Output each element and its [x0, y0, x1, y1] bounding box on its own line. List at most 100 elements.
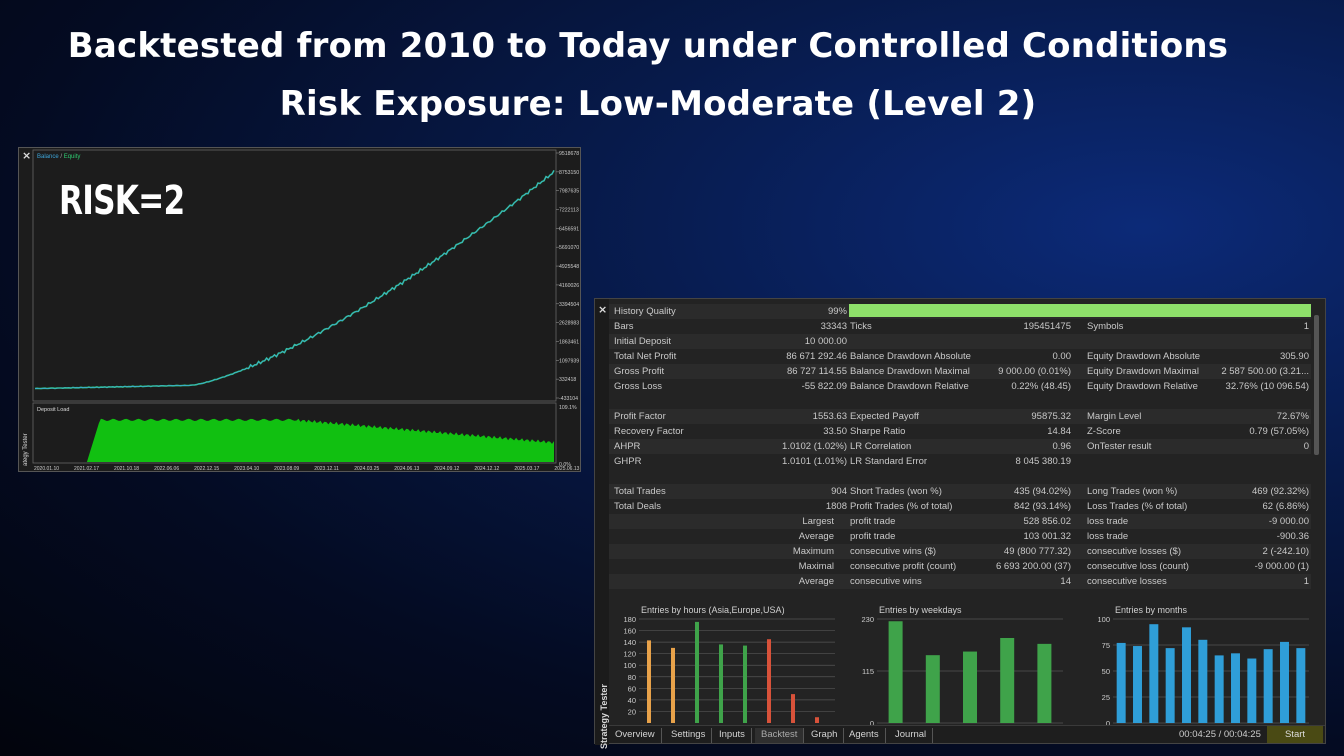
stat-label: Balance Drawdown Relative	[850, 381, 969, 392]
stat-value: 0.79 (57.05%)	[1249, 426, 1309, 437]
stat-label: Balance Drawdown Maximal	[850, 366, 970, 377]
stat-value: -900.36	[1276, 531, 1309, 542]
y-tick-label: 0	[1106, 719, 1110, 727]
bar	[1198, 639, 1208, 723]
stat-value: 195451475	[1023, 321, 1071, 332]
history-quality-bar	[849, 304, 1311, 317]
stat-value: 95875.32	[1031, 411, 1071, 422]
stat-value: 62 (6.86%)	[1262, 501, 1309, 512]
stat-label: Total Net Profit	[614, 351, 677, 362]
x-tick-label: 2023.12.11	[314, 466, 339, 472]
x-tick-label: 2025.03.17	[514, 466, 539, 472]
stat-value: 6 693 200.00 (37)	[995, 561, 1071, 572]
stat-label: consecutive profit (count)	[850, 561, 957, 572]
x-tick-label: 2025.06.13	[554, 466, 579, 472]
bar	[1133, 646, 1142, 723]
stat-label: Profit Factor	[614, 411, 666, 422]
bar	[791, 694, 795, 723]
close-icon[interactable]: ×	[22, 149, 32, 162]
stat-value: 33.50	[823, 426, 847, 437]
stat-label: LR Standard Error	[850, 456, 928, 467]
stat-label: Average	[798, 531, 834, 542]
entries-by-weekdays-chart: Entries by weekdays 230 115 0	[857, 603, 1069, 727]
stat-label: AHPR	[614, 441, 641, 452]
stat-value: 14	[1060, 576, 1071, 587]
history-quality-value: 99%	[827, 306, 847, 317]
stat-value: 33343	[820, 321, 847, 332]
y-tick-label: 100	[623, 661, 636, 670]
x-tick-label: 2023.08.09	[274, 466, 299, 472]
x-tick-label: 2023.04.10	[234, 466, 259, 472]
stat-value: 9 000.00 (0.01%)	[998, 366, 1071, 377]
y-tick-label: 4160026	[559, 283, 579, 289]
stat-label: consecutive losses	[1087, 576, 1167, 587]
mini-chart-title: Entries by hours (Asia,Europe,USA)	[641, 605, 785, 615]
y-tick-label: 115	[862, 667, 874, 676]
spacer-row	[609, 589, 1311, 604]
scrollbar[interactable]	[1314, 315, 1319, 455]
stat-label: Expected Payoff	[850, 411, 920, 422]
stat-label: Profit Trades (% of total)	[850, 501, 953, 512]
close-icon[interactable]: ×	[598, 303, 608, 316]
equity-chart-window: Balance / Equity Deposit Load 9518678 87531…	[18, 147, 581, 472]
x-tick-label: 2021.10.18	[114, 466, 139, 472]
stat-value: -9 000.00	[1268, 516, 1309, 527]
bar	[1214, 655, 1224, 723]
stat-label: Total Deals	[614, 501, 661, 512]
bar	[1280, 641, 1289, 723]
y-tick-label: 80	[628, 673, 636, 682]
y-tick-label: 25	[1102, 693, 1110, 702]
bar	[815, 717, 819, 723]
stat-row: Maximum consecutive wins ($) 49 (800 777.3…	[609, 544, 1311, 559]
stat-value: 72.67%	[1276, 411, 1309, 422]
stat-label: Margin Level	[1087, 411, 1142, 422]
equity-chart: Balance / Equity Deposit Load 9518678 87531…	[23, 149, 580, 472]
stat-row: Profit Factor 1553.63 Expected Payoff 95875…	[609, 409, 1311, 424]
strategy-tester-side-tab[interactable]: × Strategy Tester	[595, 299, 609, 749]
stat-label: Sharpe Ratio	[850, 426, 906, 437]
stat-row: Largest profit trade 528 856.02 loss trade -…	[609, 514, 1311, 529]
y-tick-label: 8753150	[559, 170, 579, 176]
stat-value: 1553.63	[812, 411, 847, 422]
bar	[1247, 658, 1257, 723]
y-tick-label: 9518678	[559, 151, 579, 157]
stat-value: 2 587 500.00 (3.21...	[1221, 366, 1309, 377]
start-button[interactable]: Start	[1267, 726, 1323, 743]
tab-settings[interactable]: Settings	[665, 728, 713, 743]
y-tick-label: 160	[623, 627, 636, 636]
tab-agents[interactable]: Agents	[843, 728, 886, 743]
risk-overlay-label: RISK=2	[59, 178, 185, 224]
mini-chart-title: Entries by weekdays	[879, 605, 962, 615]
y-tick-label: 20	[628, 707, 636, 716]
tab-graph[interactable]: Graph	[805, 728, 845, 743]
stat-label: Balance Drawdown Absolute	[850, 351, 971, 362]
stat-value: 49 (800 777.32)	[1003, 546, 1071, 557]
y-tick-label: 3394504	[559, 302, 579, 308]
bar	[925, 655, 940, 723]
x-tick-label: 2024.06.13	[394, 466, 419, 472]
stat-value: 103 001.32	[1023, 531, 1071, 542]
stat-value: 0.96	[1052, 441, 1072, 452]
stat-label: OnTester result	[1087, 441, 1152, 452]
stat-label: loss trade	[1087, 516, 1129, 527]
load-tick-label: 0.0%	[559, 462, 571, 468]
stat-value: 1	[1303, 321, 1309, 332]
tab-inputs[interactable]: Inputs	[713, 728, 752, 743]
spacer-row	[609, 469, 1311, 484]
y-tick-label: 4925548	[559, 264, 579, 270]
bar	[1149, 624, 1159, 723]
mini-chart-plot: 230 115 0	[861, 615, 1063, 727]
stat-label: Average	[798, 576, 834, 587]
deposit-load-label: Deposit Load	[37, 407, 69, 413]
x-tick-label: 2024.03.25	[354, 466, 379, 472]
stat-value: 0.00	[1052, 351, 1072, 362]
stat-value: 469 (92.32%)	[1251, 486, 1309, 497]
stat-value: 14.84	[1047, 426, 1071, 437]
spacer-row	[609, 394, 1311, 409]
stat-row: Recovery Factor 33.50 Sharpe Ratio 14.84 Z-S…	[609, 424, 1311, 439]
stat-label: Recovery Factor	[614, 426, 684, 437]
tab-backtest[interactable]: Backtest	[755, 728, 805, 743]
tab-overview[interactable]: Overview	[609, 728, 662, 743]
tab-journal[interactable]: Journal	[889, 728, 934, 743]
stat-label: Symbols	[1087, 321, 1124, 332]
